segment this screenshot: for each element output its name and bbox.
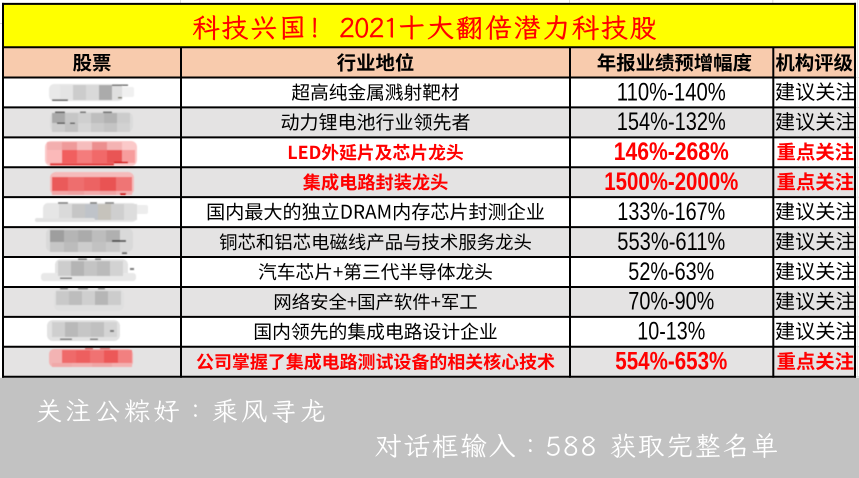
svg-text:133%-167%: 133%-167% bbox=[617, 199, 725, 226]
svg-text:554%-653%: 554%-653% bbox=[615, 349, 727, 376]
svg-text:154%-132%: 154%-132% bbox=[617, 109, 726, 136]
svg-text:146%-268%: 146%-268% bbox=[614, 139, 729, 166]
svg-text:553%-611%: 553%-611% bbox=[617, 229, 725, 256]
svg-text:10-13%: 10-13% bbox=[637, 319, 705, 346]
svg-text:1500%-2000%: 1500%-2000% bbox=[604, 169, 738, 196]
svg-text:70%-90%: 70%-90% bbox=[628, 289, 714, 316]
svg-text:110%-140%: 110%-140% bbox=[617, 79, 726, 106]
svg-text:52%-63%: 52%-63% bbox=[628, 259, 714, 286]
